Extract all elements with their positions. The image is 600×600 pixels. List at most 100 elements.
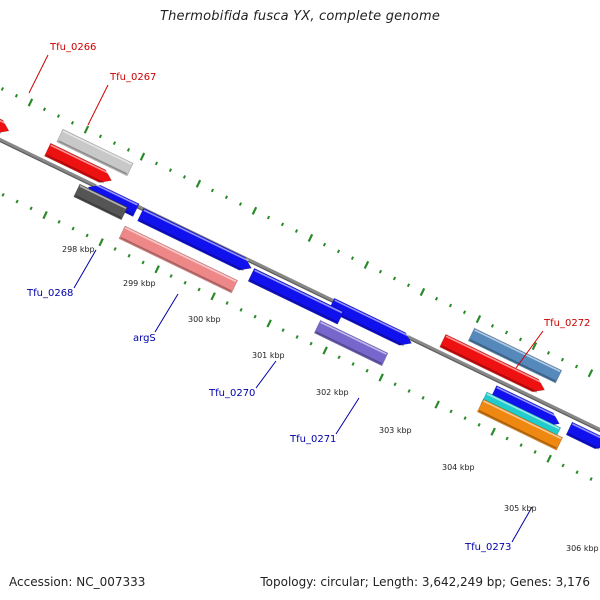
leader-line-tfu-0273 [511, 506, 533, 543]
tick-mark [533, 450, 537, 454]
gene-label-tfu-0273[interactable]: Tfu_0273 [464, 542, 511, 553]
tick-label: 305 kbp [504, 504, 537, 513]
gene-tfu-0268-highlight [79, 185, 127, 209]
gene-tfu-0268-body [73, 183, 128, 221]
tick-mark [407, 389, 411, 393]
feature-unlabeled [439, 333, 545, 393]
feature-unlabeled [327, 297, 412, 347]
tick-mark [589, 477, 593, 481]
tick-mark [337, 355, 341, 360]
tick-label: 304 kbp [442, 463, 475, 472]
tick-mark [322, 242, 327, 247]
tick-mark [29, 206, 33, 211]
gene-tfu-0272-body [467, 327, 563, 384]
tick-mark [309, 341, 313, 346]
tick-mark [141, 260, 145, 265]
tick-label: 300 kbp [188, 315, 221, 324]
leader-line-tfu-0266 [28, 54, 49, 94]
gene-label-tfu-0270[interactable]: Tfu_0270 [208, 388, 255, 399]
leader-line-tfu-0268 [73, 249, 97, 289]
tick-mark [463, 416, 467, 421]
feature-unlabeled-highlight [486, 393, 560, 430]
tick-mark [505, 436, 509, 441]
tick-mark [239, 307, 243, 312]
tick-mark [266, 319, 272, 328]
gene-tfu-0266 [0, 118, 10, 134]
tick-mark [98, 238, 104, 247]
gene-label-args[interactable]: argS [133, 333, 156, 344]
gene-tfu-0270 [247, 268, 345, 325]
tick-label: 302 kbp [316, 388, 349, 397]
tick-mark [477, 422, 481, 427]
gene-tfu-0272 [467, 327, 563, 384]
tick-mark [183, 280, 187, 285]
feature-unlabeled [44, 142, 112, 184]
tick-mark [57, 219, 61, 224]
gene-args-shadow [120, 236, 232, 292]
feature-unlabeled-body [439, 333, 545, 393]
feature-unlabeled-highlight [334, 299, 409, 337]
tick-label: 298 kbp [62, 245, 95, 254]
tick-mark [378, 269, 383, 274]
tick-mark [195, 179, 202, 188]
topology-text: Topology: circular; Length: 3,642,249 bp… [260, 575, 590, 589]
feature-unlabeled-highlight [95, 184, 138, 206]
tick-mark [281, 328, 285, 333]
tick-mark [42, 107, 47, 112]
tick-mark [280, 222, 285, 227]
tick-mark [182, 175, 187, 179]
gene-tfu-0271 [313, 319, 389, 367]
leader-line-tfu-0272 [515, 330, 544, 369]
tick-layer [0, 87, 594, 481]
tick-mark [574, 364, 579, 369]
tick-mark [71, 226, 75, 231]
leader-line-tfu-0271 [335, 397, 360, 435]
tick-mark [504, 330, 509, 335]
map-title: Thermobifida fusca YX, complete genome [159, 9, 441, 24]
tick-mark [560, 357, 565, 362]
feature-unlabeled-body [565, 421, 600, 450]
gene-tfu-0272-highlight [474, 329, 561, 373]
tick-mark [0, 87, 5, 91]
tick-mark [434, 400, 440, 409]
tick-mark [462, 310, 467, 315]
gene-label-tfu-0272[interactable]: Tfu_0272 [543, 318, 590, 329]
feature-unlabeled-shadow [138, 219, 244, 272]
gene-tfu-0268 [73, 183, 128, 221]
tick-mark [224, 195, 229, 200]
tick-mark [531, 342, 538, 351]
tick-mark [197, 287, 201, 292]
gene-label-tfu-0268[interactable]: Tfu_0268 [26, 288, 73, 299]
gene-tfu-0267 [56, 128, 134, 177]
tick-mark [168, 168, 173, 173]
tick-mark [27, 98, 34, 107]
tick-mark [434, 296, 439, 301]
gene-args-body [118, 225, 239, 294]
tick-mark [561, 463, 565, 468]
feature-unlabeled-highlight [50, 144, 109, 174]
gene-args-highlight [124, 227, 237, 283]
tick-mark [210, 292, 216, 301]
gene-label-tfu-0271[interactable]: Tfu_0271 [289, 434, 336, 445]
tick-mark [154, 265, 160, 274]
gene-tfu-0273-body [476, 398, 564, 451]
tick-mark [490, 427, 496, 436]
gene-tfu-0273-shadow [478, 410, 557, 449]
gene-tfu-0273 [476, 398, 564, 451]
tick-mark [475, 315, 482, 324]
tick-mark [14, 93, 19, 98]
tick-mark [546, 350, 551, 355]
gene-label-tfu-0266[interactable]: Tfu_0266 [49, 42, 96, 53]
tick-mark [251, 206, 258, 215]
tick-mark [154, 161, 159, 166]
tick-mark [448, 303, 453, 308]
tick-mark [378, 373, 384, 382]
tick-mark [351, 362, 355, 366]
gene-tfu-0270-shadow [249, 279, 338, 324]
tick-mark [587, 369, 594, 378]
gene-tfu-0266-highlight [0, 119, 7, 125]
gene-label-tfu-0267[interactable]: Tfu_0267 [109, 72, 156, 83]
tick-mark [70, 120, 75, 125]
tick-mark [449, 409, 453, 414]
